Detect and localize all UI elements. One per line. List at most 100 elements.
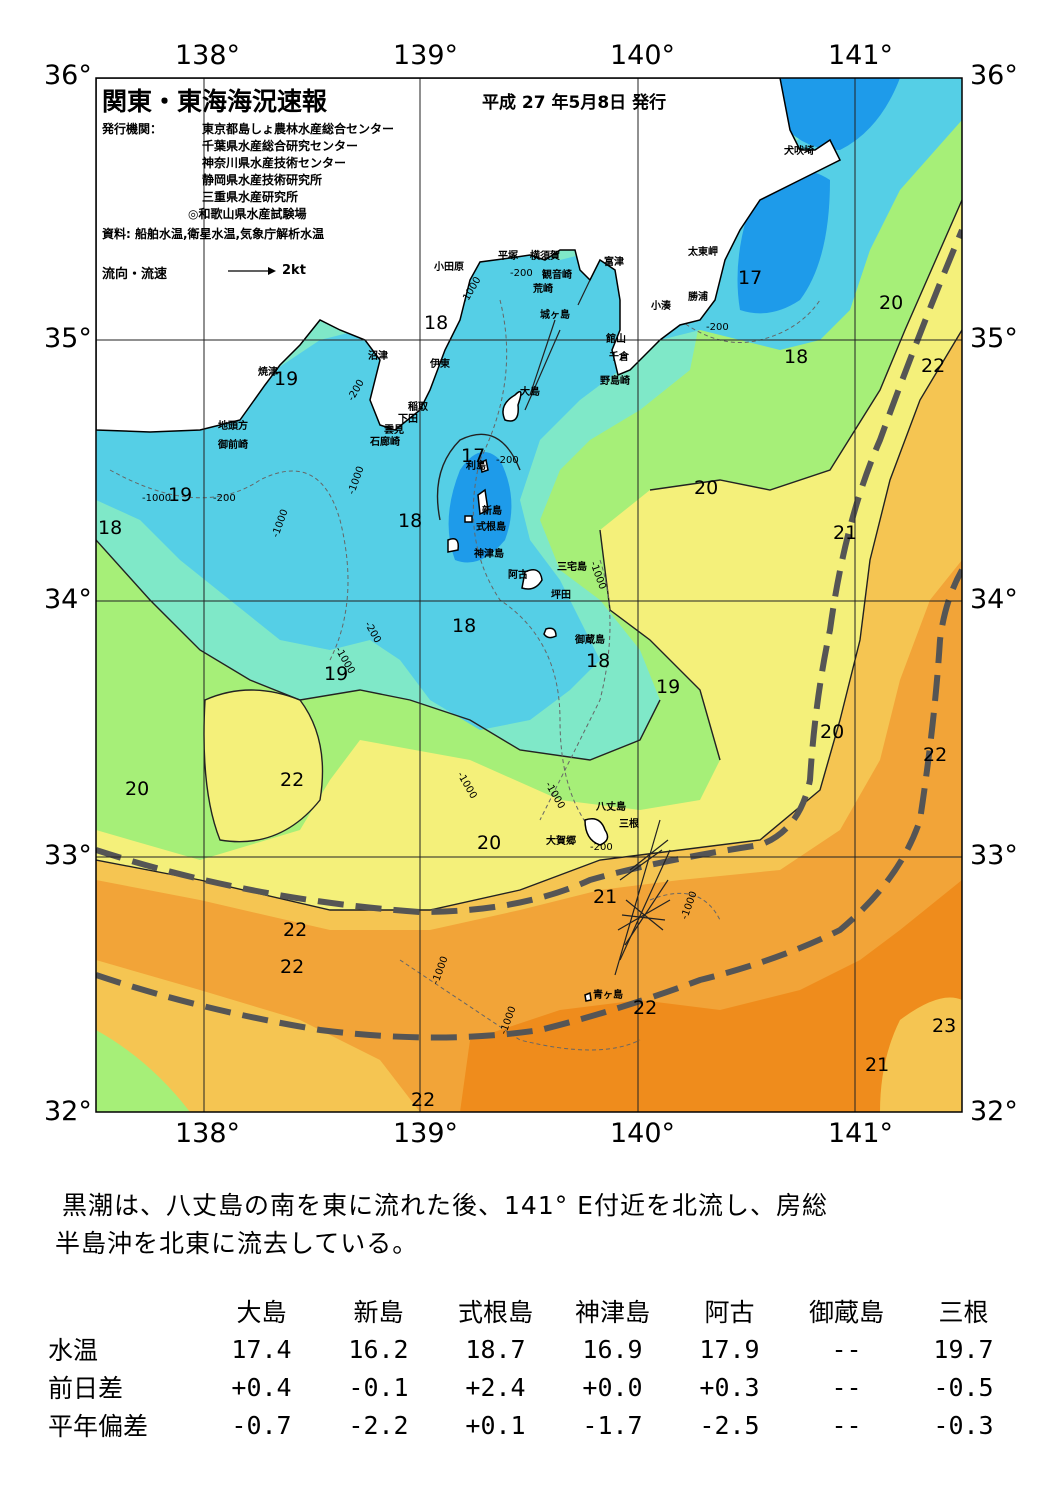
depth-label: -200 [213, 493, 236, 504]
place-label: 大島 [520, 387, 540, 398]
column-header: 大島 [236, 1298, 287, 1327]
isotherm-label: 18 [784, 346, 809, 368]
depth-label: -200 [496, 455, 519, 466]
place-label: 観音崎 [542, 270, 572, 281]
lat-right-32: 32° [970, 1096, 1018, 1127]
table-cell: +0.3 [699, 1372, 760, 1402]
table-cell: -0.1 [348, 1372, 409, 1402]
place-label: 平塚 [498, 251, 518, 262]
column-header: 式根島 [457, 1298, 533, 1327]
issuer-1: 東京都島しょ農林水産総合センター [202, 122, 395, 136]
isotherm-label: 18 [586, 650, 611, 672]
place-label: 伊東 [430, 359, 450, 370]
table-cell: -0.7 [231, 1410, 292, 1440]
place-label: 野島崎 [600, 376, 630, 387]
isotherm-lines [96, 199, 962, 911]
lon-top-138: 138° [175, 40, 241, 71]
page-title: 関東・東海海況速報 [102, 87, 328, 116]
lat-left-34: 34° [44, 584, 92, 615]
place-label: 新島 [482, 506, 502, 517]
isotherm-label: 23 [932, 1015, 957, 1037]
current-vectors [524, 279, 671, 976]
isotherm-label: 21 [833, 522, 858, 544]
isotherm-label: 20 [879, 292, 904, 314]
isotherm-label: 20 [477, 832, 502, 854]
issuer-2: 千葉県水産総合研究センター [202, 139, 359, 153]
place-label: 地頭方 [218, 421, 248, 432]
lon-bottom-139: 139° [393, 1118, 459, 1149]
current-scale-arrow [228, 267, 276, 275]
sst-band-17-north [780, 78, 900, 150]
place-label: 利島 [466, 461, 486, 472]
depth-label: -1000 [142, 493, 172, 504]
place-label: 荒崎 [533, 284, 553, 295]
table-cell: -- [831, 1372, 862, 1402]
isotherm-label: 22 [921, 355, 946, 377]
table-cell: -- [831, 1410, 862, 1440]
lat-left-36: 36° [44, 60, 92, 91]
table-cell: 19.7 [933, 1334, 994, 1364]
place-label: 御蔵島 [575, 635, 605, 646]
isotherm-label: 18 [452, 615, 477, 637]
column-header: 神津島 [574, 1298, 650, 1327]
place-label: 横須賀 [530, 251, 560, 262]
isotherm-label: 20 [820, 721, 845, 743]
isotherm-label: 17 [461, 445, 486, 467]
table-cell: +0.4 [231, 1372, 292, 1402]
place-label: 城ヶ島 [540, 310, 570, 321]
isotherm-label: 19 [274, 368, 299, 390]
table-row: 平年偏差 -0.7 -2.2 +0.1 -1.7 -2.5 -- -0.3 [48, 1406, 1022, 1444]
current-legend-label: 流向・流速 [102, 267, 168, 282]
place-label: 富津 [604, 257, 624, 268]
place-label: 雲見 [384, 425, 404, 436]
isotherm-label: 22 [411, 1089, 436, 1111]
isotherm-label: 20 [125, 778, 150, 800]
place-label: 阿古 [508, 570, 528, 581]
issuer-label: 発行機関： [102, 122, 163, 136]
column-header: 阿古 [704, 1298, 755, 1327]
place-label: 勝浦 [688, 292, 708, 303]
place-label: 石廊崎 [370, 437, 400, 448]
issuer-5: 三重県水産研究所 [202, 190, 299, 204]
lon-bottom-138: 138° [175, 1118, 241, 1149]
lat-left-33: 33° [44, 840, 92, 871]
isotherm-label: 19 [656, 676, 681, 698]
table-cell: -0.3 [933, 1410, 994, 1440]
table-cell: 18.7 [465, 1334, 526, 1364]
table-row: 水温 17.4 16.2 18.7 16.9 17.9 -- 19.7 [48, 1330, 1022, 1368]
graticule [96, 78, 962, 1112]
issuer-4: 静岡県水産技術研究所 [202, 173, 323, 187]
isotherm-label: 21 [865, 1054, 890, 1076]
table-cell: 17.9 [699, 1334, 760, 1364]
place-label: 小湊 [651, 301, 671, 312]
isotherm-label: 22 [283, 919, 308, 941]
column-header: 三根 [938, 1298, 989, 1327]
lon-bottom-141: 141° [828, 1118, 894, 1149]
isotherm-label: 22 [280, 956, 305, 978]
sst-band-17-boso [737, 170, 830, 314]
place-label: 三根 [619, 819, 639, 830]
data-source: 資料: 船舶水温,衛星水温,気象庁解析水温 [102, 227, 325, 241]
lon-top-140: 140° [610, 40, 676, 71]
table-cell: 16.2 [348, 1334, 409, 1364]
row-header: 水温 [48, 1336, 99, 1365]
place-label: 焼津 [258, 367, 278, 378]
depth-label: -200 [706, 322, 729, 333]
lon-top-139: 139° [393, 40, 459, 71]
table-cell: +0.0 [582, 1372, 643, 1402]
lat-left-32: 32° [44, 1096, 92, 1127]
sst-band-20-west [204, 690, 323, 842]
summary-line-1: 黒潮は、八丈島の南を東に流れた後、141° E付近を北流し、房総 [62, 1191, 828, 1220]
column-header: 新島 [353, 1298, 404, 1327]
map-frame [95, 77, 963, 1113]
column-header: 御蔵島 [808, 1298, 884, 1327]
lat-right-34: 34° [970, 584, 1018, 615]
place-label: 八丈島 [596, 802, 626, 813]
table-cell: -2.5 [699, 1410, 760, 1440]
isotherm-label: 22 [280, 769, 305, 791]
lat-right-36: 36° [970, 60, 1018, 91]
isotherm-label: 22 [923, 744, 948, 766]
table-cell: 17.4 [231, 1334, 292, 1364]
sst-band-23 [96, 560, 962, 1112]
